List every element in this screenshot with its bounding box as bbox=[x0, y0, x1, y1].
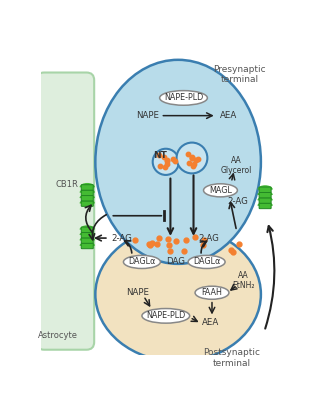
Text: AA
EtNH₂: AA EtNH₂ bbox=[232, 271, 255, 290]
Ellipse shape bbox=[142, 308, 190, 323]
Text: AEA: AEA bbox=[220, 111, 237, 120]
Text: AA
Glycerol: AA Glycerol bbox=[220, 156, 251, 176]
Ellipse shape bbox=[95, 60, 261, 264]
Circle shape bbox=[153, 149, 179, 175]
Text: AEA: AEA bbox=[202, 318, 219, 327]
FancyBboxPatch shape bbox=[36, 73, 94, 350]
Text: Astrocyte: Astrocyte bbox=[38, 331, 78, 340]
Text: NAPE-PLD: NAPE-PLD bbox=[164, 93, 203, 103]
FancyBboxPatch shape bbox=[81, 227, 93, 233]
Ellipse shape bbox=[188, 255, 225, 269]
FancyBboxPatch shape bbox=[81, 185, 93, 190]
Ellipse shape bbox=[195, 286, 229, 299]
FancyBboxPatch shape bbox=[81, 233, 93, 238]
Ellipse shape bbox=[95, 227, 261, 361]
Text: CB1R: CB1R bbox=[55, 180, 78, 189]
Ellipse shape bbox=[160, 91, 207, 105]
Ellipse shape bbox=[204, 184, 237, 197]
FancyBboxPatch shape bbox=[81, 243, 93, 249]
Text: MAGL: MAGL bbox=[209, 186, 232, 195]
Text: 2-AG: 2-AG bbox=[111, 233, 132, 243]
FancyBboxPatch shape bbox=[259, 203, 271, 209]
Text: FAAH: FAAH bbox=[202, 288, 223, 297]
FancyBboxPatch shape bbox=[81, 190, 93, 196]
Text: DAG: DAG bbox=[166, 257, 185, 267]
FancyBboxPatch shape bbox=[259, 192, 271, 198]
Text: NAPE: NAPE bbox=[126, 288, 149, 297]
Text: NAPE-PLD: NAPE-PLD bbox=[146, 311, 185, 320]
FancyBboxPatch shape bbox=[81, 201, 93, 206]
Text: DAGLα: DAGLα bbox=[128, 257, 156, 267]
Text: NAPE: NAPE bbox=[136, 111, 159, 120]
Text: NT: NT bbox=[154, 151, 167, 160]
Text: DAGLα: DAGLα bbox=[193, 257, 220, 267]
Ellipse shape bbox=[123, 255, 160, 269]
FancyBboxPatch shape bbox=[81, 196, 93, 201]
FancyBboxPatch shape bbox=[81, 238, 93, 243]
FancyBboxPatch shape bbox=[259, 198, 271, 203]
Text: 2-AG: 2-AG bbox=[198, 233, 219, 243]
Circle shape bbox=[176, 142, 207, 174]
Text: Postsynaptic
terminal: Postsynaptic terminal bbox=[204, 348, 260, 367]
Text: 2-AG: 2-AG bbox=[227, 198, 248, 206]
Text: Presynaptic
terminal: Presynaptic terminal bbox=[213, 65, 266, 84]
FancyBboxPatch shape bbox=[259, 187, 271, 192]
